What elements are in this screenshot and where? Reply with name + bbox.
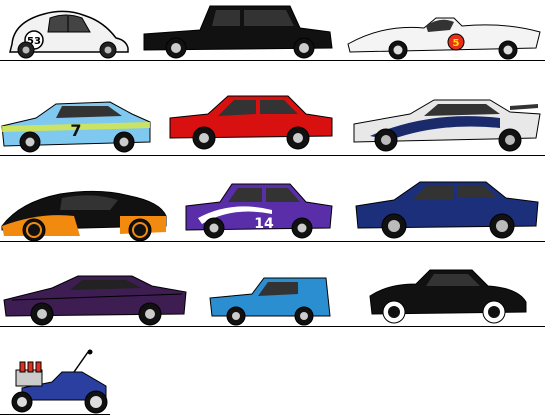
car-mach5-racer: 5	[347, 17, 541, 60]
ground-line-2	[0, 155, 545, 156]
car-number: 53	[27, 36, 41, 47]
car-reliant-regal-van	[209, 277, 331, 326]
car-blue-coupe: 7	[1, 101, 151, 153]
car-red-sedan	[169, 95, 333, 150]
ground-line-3	[0, 241, 545, 242]
ground-line-1	[0, 60, 545, 61]
car-purple-anglia: 14	[185, 183, 333, 239]
car-black-coupe-1940s	[369, 269, 527, 324]
car-bugatti-veyron	[1, 190, 167, 242]
car-dodge-charger	[355, 181, 539, 239]
car-black-limousine	[143, 5, 333, 59]
car-number: 14	[254, 216, 274, 232]
car-bmw-m3-gtr	[353, 99, 541, 152]
car-hot-rod	[11, 349, 108, 414]
car-beetle: 53	[9, 10, 129, 59]
ground-line-5	[0, 414, 110, 415]
car-number: 7	[70, 121, 81, 140]
car-number: 5	[453, 38, 460, 49]
car-purple-muscle-car	[3, 275, 187, 326]
ground-line-4	[0, 326, 545, 327]
